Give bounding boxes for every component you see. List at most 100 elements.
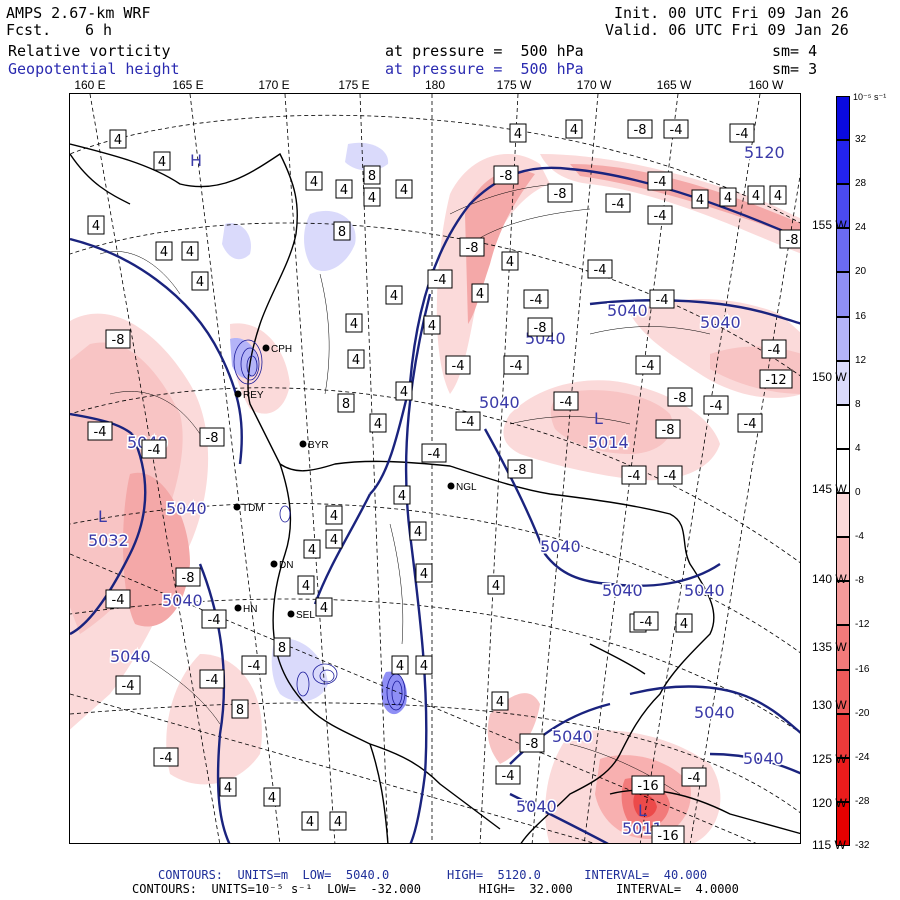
- vorticity-label-box: [423, 315, 441, 335]
- vorticity-label-box: [719, 187, 737, 207]
- vorticity-contour-label: 4: [501, 251, 519, 271]
- vorticity-contour-label: 4: [369, 413, 387, 433]
- vorticity-contour-label: 4: [325, 505, 343, 525]
- vorticity-label-box: [393, 485, 411, 505]
- vorticity-label-text: 4: [390, 289, 398, 304]
- vorticity-label-text: -4: [688, 771, 701, 786]
- vorticity-label-text: 4: [224, 781, 232, 796]
- station-marker: BYR: [299, 440, 329, 451]
- vorticity-contour-label: 4: [263, 787, 281, 807]
- height-contour-label: 5040: [700, 313, 741, 332]
- vorticity-contour-label: 4: [769, 185, 787, 205]
- vorticity-label-text: -4: [744, 417, 757, 432]
- vorticity-label-box: [415, 655, 433, 675]
- vorticity-label-text: -4: [594, 263, 607, 278]
- latitude-label: 120 W: [812, 796, 847, 810]
- vorticity-label-box: [647, 171, 673, 191]
- station-label: BYR: [308, 440, 329, 451]
- vorticity-contour-label: -16: [631, 775, 665, 795]
- vorticity-label-box: [519, 733, 545, 753]
- vorticity-contour-label: -4: [729, 123, 755, 143]
- vorticity-label-box: [305, 171, 323, 191]
- vorticity-label-box: [729, 123, 755, 143]
- vorticity-label-box: [635, 355, 661, 375]
- vorticity-label-text: 4: [186, 245, 194, 260]
- vorticity-contour-label: -8: [627, 119, 653, 139]
- station-dot: [299, 440, 307, 448]
- vorticity-label-box: [507, 459, 533, 479]
- colorbar-label: -8: [855, 575, 864, 587]
- vorticity-label-box: [633, 611, 659, 631]
- vorticity-label-text: -8: [786, 233, 799, 248]
- vorticity-label-box: [427, 269, 453, 289]
- vorticity-label-text: 4: [114, 133, 122, 148]
- vorticity-contour-label: 4: [153, 151, 171, 171]
- vorticity-label-text: 8: [338, 225, 346, 240]
- vorticity-contour-label: -4: [635, 355, 661, 375]
- vorticity-contour-label: 4: [385, 285, 403, 305]
- vorticity-contour-label: -4: [633, 611, 659, 631]
- vorticity-label-box: [297, 575, 315, 595]
- colorbar-swatch: [836, 404, 850, 449]
- height-contour-label: 5040: [694, 703, 735, 722]
- vorticity-label-text: 4: [340, 183, 348, 198]
- vorticity-label-box: [455, 411, 481, 431]
- colorbar-swatch: [836, 184, 850, 229]
- vorticity-contour-label: 4: [347, 349, 365, 369]
- vorticity-label-box: [409, 521, 427, 541]
- colorbar-label: 28: [855, 178, 867, 190]
- vorticity-label-box: [649, 289, 675, 309]
- vorticity-contour-label: -4: [503, 355, 529, 375]
- vorticity-label-box: [421, 443, 447, 463]
- field1-smoothing: sm= 4: [772, 42, 818, 60]
- vorticity-label-text: -8: [500, 169, 513, 184]
- vorticity-contour-label: 4: [491, 691, 509, 711]
- vorticity-label-box: [523, 289, 549, 309]
- vorticity-label-text: 8: [368, 169, 376, 184]
- vorticity-label-box: [647, 205, 673, 225]
- height-contour-label: 5032: [88, 531, 129, 550]
- vorticity-label-text: -4: [148, 443, 161, 458]
- vorticity-contour-label: 4: [303, 539, 321, 559]
- vorticity-label-text: 4: [476, 287, 484, 302]
- vorticity-label-text: 4: [496, 695, 504, 710]
- vorticity-label-text: 4: [334, 815, 342, 830]
- low-marker: L: [594, 409, 603, 428]
- vorticity-label-text: 4: [420, 659, 428, 674]
- colorbar-swatch: [836, 140, 850, 185]
- colorbar-swatch: [836, 537, 850, 582]
- latitude-label: 150 W: [812, 370, 847, 384]
- vorticity-contour-label: -4: [199, 669, 225, 689]
- colorbar-unit: 10⁻⁵ s⁻¹: [853, 92, 887, 102]
- field1-level: at pressure = 500 hPa: [385, 42, 584, 60]
- vorticity-label-text: 4: [420, 567, 428, 582]
- colorbar-swatch: [836, 448, 850, 494]
- vorticity-label-text: 4: [400, 183, 408, 198]
- vorticity-label-box: [175, 567, 201, 587]
- vorticity-label-text: 4: [680, 617, 688, 632]
- vorticity-label-box: [509, 123, 527, 143]
- vorticity-contour-label: -4: [455, 411, 481, 431]
- vorticity-contour-label: -4: [201, 609, 227, 629]
- colorbar-label: -4: [855, 531, 864, 543]
- vorticity-contour-label: 4: [509, 123, 527, 143]
- vorticity-label-text: 4: [506, 255, 514, 270]
- height-contour-label: 5040: [607, 301, 648, 320]
- vorticity-label-text: -4: [560, 395, 573, 410]
- graticule: [70, 94, 800, 843]
- vorticity-contour-label: -8: [459, 237, 485, 257]
- station-dot: [447, 482, 455, 490]
- vorticity-contour-label: -4: [115, 675, 141, 695]
- vorticity-contour-label: 4: [747, 185, 765, 205]
- vorticity-label-box: [587, 259, 613, 279]
- vorticity-label-box: [181, 241, 199, 261]
- vorticity-label-box: [369, 413, 387, 433]
- vorticity-contour-label: 4: [297, 575, 315, 595]
- vorticity-label-text: -4: [640, 615, 653, 630]
- colorbar-swatch: [836, 801, 850, 846]
- vorticity-label-text: 4: [308, 543, 316, 558]
- vorticity-contour-label: 4: [155, 241, 173, 261]
- station-dot: [234, 390, 242, 398]
- vorticity-contour-label: 8: [231, 699, 249, 719]
- station-label: HN: [243, 604, 257, 615]
